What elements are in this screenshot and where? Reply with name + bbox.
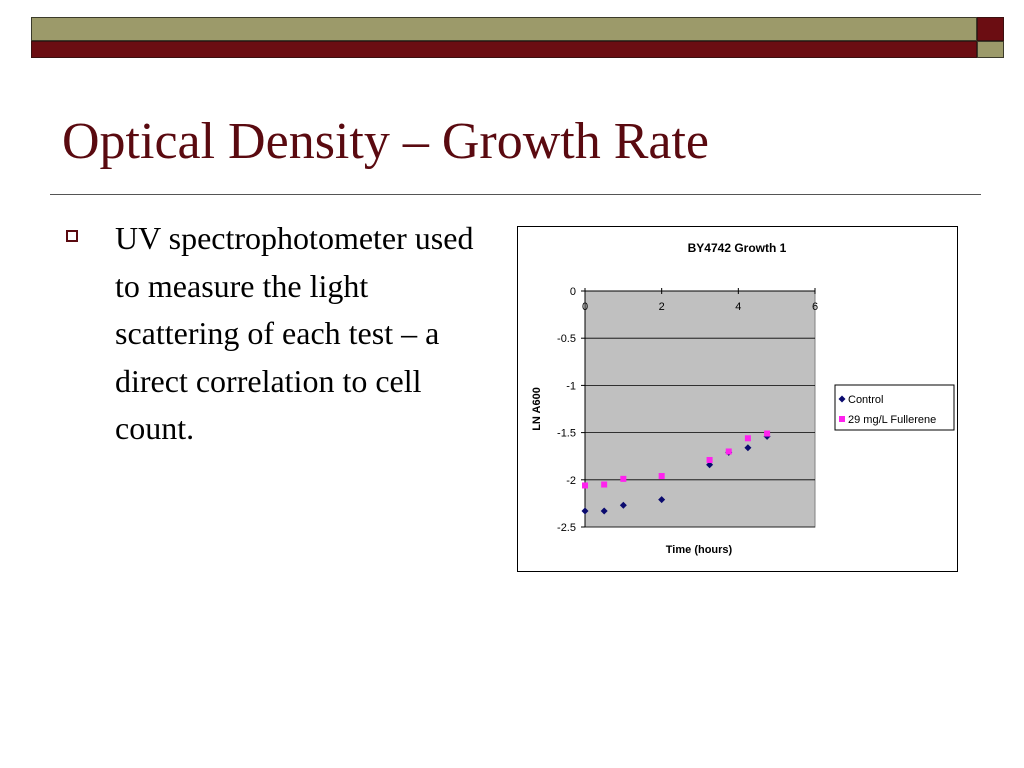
y-tick-label: -2 (566, 475, 576, 487)
y-tick-label: -2.5 (557, 522, 576, 534)
fullerene-point (744, 435, 751, 442)
legend-fullerene-label: 29 mg/L Fullerene (848, 414, 936, 426)
y-tick-label: -1 (566, 380, 576, 392)
header-band-maroon (31, 41, 977, 58)
control-point (619, 501, 627, 509)
hollow-square-bullet-icon (66, 230, 78, 242)
control-point (658, 496, 666, 504)
plot-area (584, 290, 816, 528)
x-axis-label: Time (hours) (666, 544, 733, 556)
x-tick-label: 0 (582, 301, 588, 313)
control-point (600, 507, 608, 515)
data-points (581, 430, 771, 515)
fullerene-point (582, 482, 588, 489)
y-tick-label: -1.5 (557, 428, 576, 440)
growth-chart: 0 2 4 6 0 -0.5 -1 -1.5 -2 -2.5 BY4742 Growth 1 Ti… (531, 241, 955, 556)
legend-control-label: Control (848, 394, 883, 406)
chart-title: BY4742 Growth 1 (688, 241, 787, 255)
y-tick-label: -0.5 (557, 333, 576, 345)
header-band-olive (31, 17, 977, 41)
axis-ticks: 0 2 4 6 0 -0.5 -1 -1.5 -2 -2.5 (557, 286, 818, 534)
legend-control-diamond-icon (838, 395, 846, 403)
fullerene-point (658, 473, 665, 480)
header-corner-square-olive (977, 41, 1004, 58)
slide-title: Optical Density – Growth Rate (62, 113, 709, 170)
fullerene-point (725, 448, 732, 455)
fullerene-point (764, 430, 771, 437)
y-tick-label: 0 (570, 286, 576, 298)
y-axis-label: LN A600 (531, 387, 543, 431)
x-tick-label: 4 (735, 301, 741, 313)
bullet-text: UV spectrophotometer used to measure the… (115, 220, 474, 446)
title-divider (50, 194, 981, 195)
fullerene-point (620, 475, 627, 482)
x-tick-label: 6 (812, 301, 818, 313)
header-corner-square-maroon (977, 17, 1004, 41)
legend: Control 29 mg/L Fullerene (834, 384, 955, 431)
gridlines (585, 337, 815, 528)
fullerene-point (601, 481, 608, 488)
legend-fullerene-square-icon (839, 416, 845, 422)
x-tick-label: 2 (659, 301, 665, 313)
control-point (744, 444, 752, 452)
control-point (581, 507, 589, 515)
fullerene-point (706, 456, 713, 463)
